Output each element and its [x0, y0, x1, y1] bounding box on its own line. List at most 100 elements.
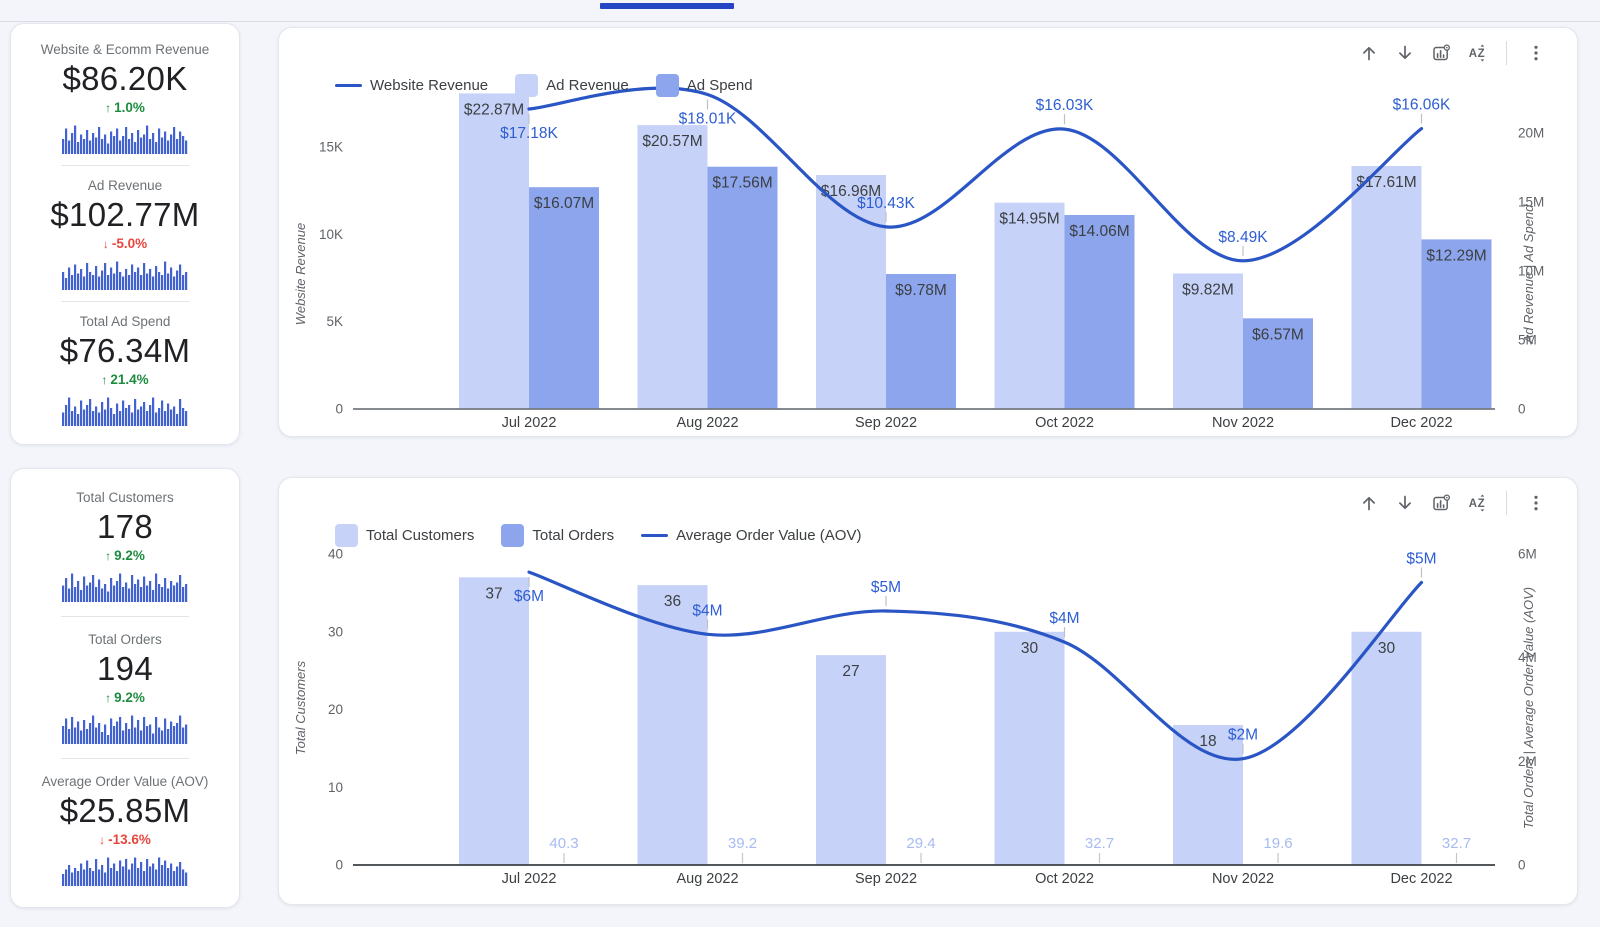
bar-value-label: $17.56M — [712, 175, 772, 192]
bar-total-customers[interactable] — [459, 577, 529, 865]
svg-text:A: A — [1469, 498, 1477, 510]
legend-item-website-revenue[interactable]: Website Revenue — [335, 77, 488, 94]
move-down-button[interactable] — [1392, 490, 1418, 516]
bar-total-customers[interactable] — [1351, 631, 1422, 866]
kpi-total-ad-spend[interactable]: Total Ad Spend $76.34M ↑ 21.4% — [11, 302, 239, 438]
bar-ad-revenue[interactable] — [637, 125, 708, 409]
top-tab-bar — [0, 0, 1600, 22]
bar-total-customers[interactable] — [816, 655, 886, 865]
sort-a-z-button[interactable]: A Z — [1464, 490, 1490, 516]
bar-total-customers[interactable] — [994, 631, 1065, 866]
sort-a-z-button[interactable]: A Z — [1464, 40, 1490, 66]
bar-ad-spend[interactable] — [1064, 215, 1135, 409]
bar-value-label: 30 — [1378, 640, 1396, 657]
sort-a-z-icon: A Z — [1469, 494, 1485, 512]
legend-item-total-orders[interactable]: Total Orders — [501, 524, 614, 547]
move-up-button[interactable] — [1356, 40, 1382, 66]
kpi-ad-revenue[interactable]: Ad Revenue $102.77M ↓ -5.0% — [11, 166, 239, 302]
revenue-combo-chart[interactable]: 0 5K 10K 15K 0 5M 10M 15M 20M Website Revenue Ad R… — [279, 28, 1578, 437]
move-up-icon — [1363, 46, 1375, 61]
kpi-average-order-value-aov[interactable]: Average Order Value (AOV) $25.85M ↓ -13.6% — [11, 759, 239, 901]
line-swatch-icon — [335, 83, 362, 88]
left-axis-title: Total Customers — [293, 660, 308, 755]
bar-ad-spend[interactable] — [886, 274, 956, 409]
more-options-button[interactable] — [1523, 490, 1549, 516]
trend-down-icon: ↓ — [102, 236, 109, 251]
right-axis-tick: 10M — [1518, 264, 1544, 279]
sparkline-chart — [62, 857, 188, 886]
bar-ad-spend[interactable] — [707, 166, 778, 409]
right-axis-tick: 0 — [1518, 858, 1526, 873]
line-value-label: $16.03K — [1036, 97, 1094, 114]
legend-label: Website Revenue — [370, 77, 489, 94]
bar-value-label: $16.07M — [534, 195, 594, 212]
left-axis-tick: 5K — [326, 314, 343, 329]
sort-a-z-icon: A Z — [1469, 44, 1485, 62]
bar-ad-revenue[interactable] — [1351, 166, 1422, 409]
more-options-button[interactable] — [1523, 40, 1549, 66]
line-value-label: $16.06K — [1393, 97, 1451, 114]
legend-label: Total Customers — [366, 527, 475, 544]
chart-legend: Website Revenue Ad Revenue Ad Spend — [335, 74, 753, 97]
line-value-label: $18.01K — [679, 111, 737, 128]
legend-label: Ad Revenue — [546, 77, 629, 94]
customers-combo-chart-card: 0 10 20 30 40 0 2M 4M 6M Total Customers Total Ord… — [278, 477, 1578, 905]
bar-ad-revenue[interactable] — [994, 202, 1065, 409]
move-up-button[interactable] — [1356, 490, 1382, 516]
bar-value-label: 40.3 — [549, 835, 578, 852]
line-value-label: $2M — [1228, 727, 1258, 744]
kpi-total-customers[interactable]: Total Customers 178 ↑ 9.2% — [11, 475, 239, 617]
trend-up-icon: ↑ — [101, 372, 108, 387]
customers-combo-chart[interactable]: 0 10 20 30 40 0 2M 4M 6M Total Customers Total Ord… — [279, 478, 1578, 905]
kpi-value: $76.34M — [59, 332, 191, 369]
chart-settings-button[interactable] — [1428, 490, 1454, 516]
kpi-value: $86.20K — [62, 60, 188, 97]
kpi-delta-badge: ↓ -13.6% — [99, 832, 151, 847]
line-average-order-value-aov[interactable] — [527, 570, 1424, 761]
bar-total-customers[interactable] — [1173, 725, 1243, 865]
bar-swatch-icon — [515, 74, 539, 97]
chart-settings-button[interactable] — [1428, 40, 1454, 66]
trend-down-icon: ↓ — [99, 832, 106, 847]
left-axis-tick: 10K — [319, 227, 343, 242]
legend-item-total-customers[interactable]: Total Customers — [335, 524, 474, 547]
line-website-revenue[interactable] — [527, 86, 1424, 263]
legend-item-ad-revenue[interactable]: Ad Revenue — [515, 74, 629, 97]
bar-value-label: $9.78M — [895, 282, 947, 299]
kpi-value: 194 — [97, 650, 153, 687]
kpi-total-orders[interactable]: Total Orders 194 ↑ 9.2% — [11, 617, 239, 759]
right-axis-tick: 15M — [1518, 195, 1544, 210]
kpi-value: $102.77M — [50, 196, 200, 233]
bar-value-label: 32.7 — [1085, 835, 1114, 852]
chart-settings-icon — [1433, 494, 1450, 511]
bar-value-label: 32.7 — [1442, 835, 1471, 852]
kpi-website-ecomm-revenue[interactable]: Website & Ecomm Revenue $86.20K ↑ 1.0% — [11, 30, 239, 166]
x-axis-label: Nov 2022 — [1212, 415, 1274, 431]
active-tab-indicator[interactable] — [600, 3, 734, 9]
kpi-delta-value: 9.2% — [114, 548, 145, 563]
x-axis-label: Aug 2022 — [676, 415, 738, 431]
kpi-card-customers: Total Customers 178 ↑ 9.2% Total Orders 194 ↑ 9… — [10, 468, 240, 908]
bar-ad-revenue[interactable] — [1173, 273, 1243, 410]
move-up-icon — [1363, 496, 1375, 511]
move-down-icon — [1399, 495, 1411, 510]
legend-item-ad-spend[interactable]: Ad Spend — [655, 74, 753, 97]
svg-text:A: A — [1469, 48, 1477, 60]
bar-ad-spend[interactable] — [529, 187, 599, 409]
line-value-label: $17.18K — [500, 125, 558, 142]
kpi-delta-badge: ↑ 9.2% — [105, 690, 145, 705]
kpi-delta-value: 1.0% — [114, 100, 145, 115]
bar-value-label: $6.57M — [1252, 326, 1304, 343]
kpi-delta-value: -5.0% — [111, 236, 148, 251]
bar-ad-spend[interactable] — [1243, 318, 1313, 409]
bar-value-label: $12.29M — [1426, 247, 1486, 264]
bar-ad-spend[interactable] — [1421, 239, 1492, 409]
left-axis-tick: 0 — [335, 858, 343, 873]
kpi-delta-value: 21.4% — [110, 372, 149, 387]
bar-ad-revenue[interactable] — [459, 93, 529, 410]
trend-up-icon: ↑ — [105, 690, 112, 705]
move-down-button[interactable] — [1392, 40, 1418, 66]
kpi-title: Ad Revenue — [87, 178, 163, 193]
bar-value-label: 30 — [1021, 640, 1039, 657]
legend-item-average-order-value-aov[interactable]: Average Order Value (AOV) — [641, 527, 861, 544]
